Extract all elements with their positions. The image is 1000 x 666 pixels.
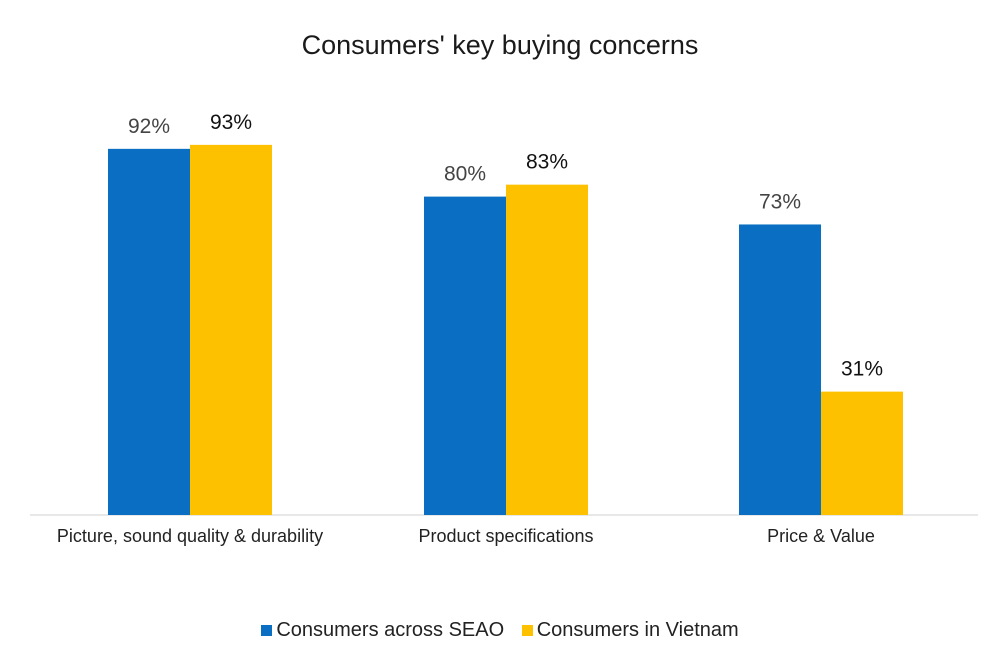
legend-item-seao: Consumers across SEAO (261, 619, 504, 642)
data-label-seao-1: 80% (444, 163, 486, 186)
legend-swatch-vietnam (521, 625, 533, 636)
legend-item-vietnam: Consumers in Vietnam (521, 619, 739, 642)
data-label-vietnam-0: 93% (210, 111, 252, 134)
bar-seao-2 (739, 224, 821, 515)
data-label-vietnam-2: 31% (841, 358, 883, 381)
legend-swatch-seao (261, 625, 273, 636)
chart-title: Consumers' key buying concerns (301, 30, 699, 60)
bar-seao-0 (108, 148, 190, 515)
legend-label-seao: Consumers across SEAO (276, 619, 505, 641)
legend: Consumers across SEAO Consumers in Vietn… (0, 619, 1000, 642)
legend-label-vietnam: Consumers in Vietnam (536, 619, 739, 641)
category-label-1: Product specifications (418, 526, 593, 546)
bar-vietnam-0 (190, 144, 272, 516)
data-label-seao-2: 73% (759, 190, 801, 213)
bar-vietnam-1 (506, 184, 588, 515)
bar-seao-1 (424, 196, 506, 515)
data-label-seao-0: 92% (128, 115, 170, 138)
category-label-0: Picture, sound quality & durability (57, 526, 323, 546)
category-label-2: Price & Value (767, 526, 875, 546)
bar-vietnam-2 (821, 391, 903, 515)
data-label-vietnam-1: 83% (526, 151, 568, 174)
